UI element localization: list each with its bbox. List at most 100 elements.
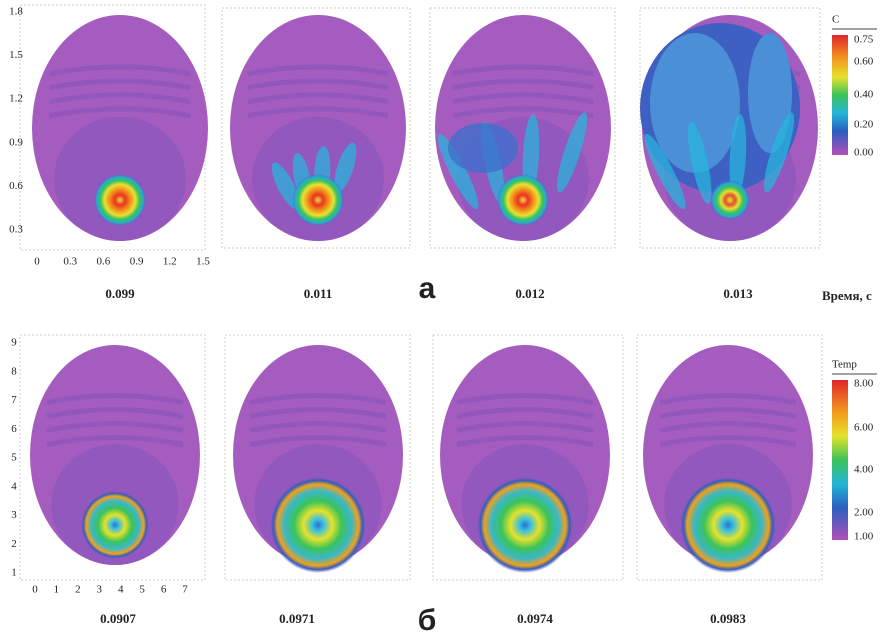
colorbar-label: 0.75 <box>854 34 874 46</box>
y-tick-label: 5 <box>11 452 17 464</box>
stripe <box>247 78 389 91</box>
y-tick-label: 8 <box>11 365 17 377</box>
plume <box>334 142 357 193</box>
plume <box>687 121 712 204</box>
plot-frame <box>224 334 411 581</box>
y-tick-label: 0.9 <box>9 136 23 148</box>
y-tick-label: 7 <box>11 394 17 406</box>
stripe <box>49 78 191 91</box>
y-tick-label: 6 <box>11 423 17 435</box>
plot-frame <box>432 334 624 581</box>
stripe <box>49 92 191 105</box>
time-label: 0.0907 <box>100 611 136 626</box>
colorbar <box>832 35 848 155</box>
x-tick-label: 4 <box>118 584 124 596</box>
y-tick-label: 4 <box>11 480 17 492</box>
plume <box>644 133 686 210</box>
stripe <box>46 421 184 433</box>
stripe <box>452 78 594 91</box>
y-tick-label: 1.5 <box>9 49 23 61</box>
time-label: 0.0974 <box>517 611 553 626</box>
colorbar-label: 0.40 <box>854 89 874 101</box>
stripe <box>659 407 797 419</box>
time-label: 0.0971 <box>279 611 315 626</box>
hot-spot <box>270 477 366 573</box>
hot-spot <box>710 180 750 220</box>
plot-frame <box>636 334 823 581</box>
x-tick-label: 0 <box>32 584 38 596</box>
plot-frame <box>639 7 821 249</box>
stripe <box>452 92 594 105</box>
colorbar-title: C <box>832 14 839 26</box>
stripe <box>659 435 797 447</box>
y-tick-label: 1.2 <box>9 93 23 105</box>
stripe <box>49 106 191 119</box>
plume-region <box>748 33 792 153</box>
plume-region <box>448 123 518 173</box>
x-tick-label: 3 <box>97 584 103 596</box>
stripe <box>49 64 191 77</box>
time-label: 0.099 <box>105 286 135 301</box>
plume <box>729 114 747 199</box>
x-tick-label: 5 <box>139 584 145 596</box>
y-tick-label: 2 <box>11 538 17 550</box>
time-axis-label: Время, с <box>822 288 872 303</box>
colorbar-label: 0.60 <box>854 56 874 68</box>
colorbar <box>832 380 848 540</box>
colorbar-label: 8.00 <box>854 378 874 390</box>
plot-frame <box>19 4 206 251</box>
stripe <box>249 435 387 447</box>
stripe <box>456 435 594 447</box>
x-tick-label: 0.6 <box>97 256 111 268</box>
stripe <box>249 393 387 405</box>
plume <box>764 112 795 193</box>
x-tick-label: 0.3 <box>63 256 77 268</box>
row-label: б <box>418 604 437 636</box>
hot-spot <box>477 477 573 573</box>
stripe <box>46 393 184 405</box>
x-tick-label: 7 <box>182 584 188 596</box>
hot-spot <box>292 174 344 226</box>
hot-spot <box>497 174 549 226</box>
x-tick-label: 0.9 <box>130 256 144 268</box>
hot-spot <box>94 174 146 226</box>
x-tick-label: 0 <box>34 256 40 268</box>
stripe <box>456 421 594 433</box>
time-label: 0.013 <box>723 286 753 301</box>
stripe <box>452 64 594 77</box>
y-tick-label: 1.8 <box>9 6 23 18</box>
stripe <box>247 92 389 105</box>
colorbar-label: 0.00 <box>854 147 874 159</box>
stripe <box>249 407 387 419</box>
colorbar-label: 2.00 <box>854 507 874 519</box>
plot-frame <box>221 7 411 249</box>
y-tick-label: 3 <box>11 509 17 521</box>
hot-spot <box>680 477 776 573</box>
plot-frame <box>19 334 206 581</box>
colorbar-label: 4.00 <box>854 464 874 476</box>
stripe <box>659 421 797 433</box>
stripe <box>46 407 184 419</box>
x-tick-label: 6 <box>161 584 167 596</box>
stripe <box>456 393 594 405</box>
colorbar-label: 6.00 <box>854 422 874 434</box>
stripe <box>46 435 184 447</box>
colorbar-title: Temp <box>832 359 857 371</box>
y-tick-label: 0.3 <box>9 224 23 236</box>
x-tick-label: 1.2 <box>163 256 177 268</box>
stripe <box>247 106 389 119</box>
y-tick-label: 0.6 <box>9 180 23 192</box>
time-label: 0.0983 <box>710 611 746 626</box>
x-tick-label: 1 <box>54 584 60 596</box>
stripe <box>247 64 389 77</box>
colorbar-label: 1.00 <box>854 531 874 543</box>
hot-spot <box>81 491 149 559</box>
x-tick-label: 2 <box>75 584 81 596</box>
y-tick-label: 9 <box>11 337 17 349</box>
plume <box>557 112 588 193</box>
time-label: 0.012 <box>515 286 544 301</box>
colorbar-label: 0.20 <box>854 119 874 131</box>
stripe <box>456 407 594 419</box>
row-label: а <box>419 272 436 305</box>
